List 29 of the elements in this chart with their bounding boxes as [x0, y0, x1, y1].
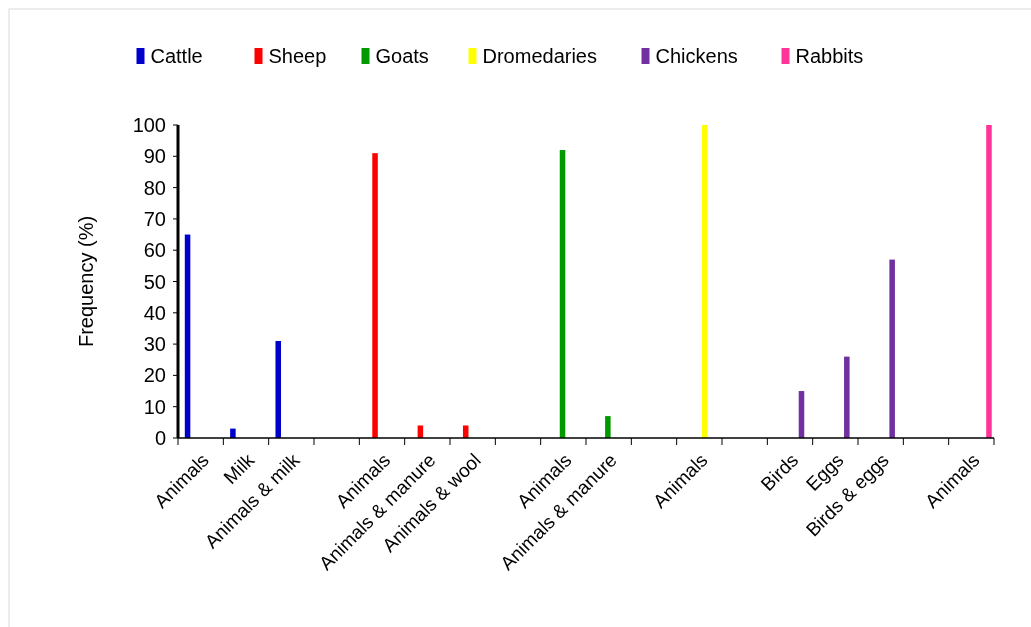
y-axis-title: Frequency (%)	[75, 215, 97, 348]
y-tick-label: 100	[132, 114, 166, 136]
y-tick-label: 90	[143, 145, 166, 168]
bar	[372, 153, 378, 438]
bar	[986, 125, 992, 438]
y-tick-label: 10	[143, 395, 166, 418]
bar	[889, 259, 895, 438]
legend-label: Rabbits	[795, 45, 864, 67]
y-tick-label: 60	[143, 239, 166, 262]
bar	[230, 428, 236, 438]
y-tick-label: 80	[143, 176, 166, 199]
bar	[275, 340, 281, 438]
y-tick-label: 40	[143, 301, 166, 324]
bar	[184, 234, 191, 438]
y-tick-label: 70	[143, 207, 166, 230]
legend-label: Cattle	[150, 45, 203, 67]
x-tick-label: Milk	[219, 449, 259, 489]
bar	[559, 150, 566, 438]
y-tick-label: 30	[143, 333, 166, 356]
legend-label: Sheep	[268, 45, 327, 67]
y-tick-label: 0	[154, 427, 166, 449]
y-tick-label: 20	[143, 364, 166, 387]
legend-label: Dromedaries	[482, 45, 597, 67]
bar	[844, 356, 850, 438]
legend-label: Chickens	[655, 45, 738, 67]
y-tick-label: 50	[143, 270, 166, 293]
legend-label: Goats	[375, 45, 429, 67]
bar	[605, 416, 611, 438]
bar	[701, 125, 708, 438]
